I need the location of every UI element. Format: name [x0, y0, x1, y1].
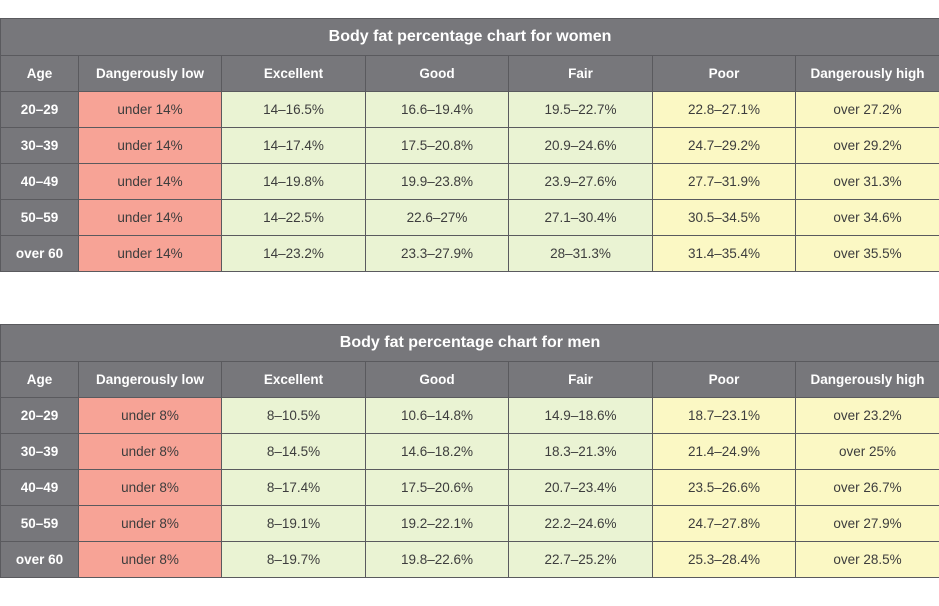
- age-cell: 30–39: [0, 433, 79, 470]
- table-cell: 24.7–27.8%: [652, 505, 796, 542]
- column-header-excellent: Excellent: [221, 55, 366, 92]
- age-cell: 20–29: [0, 397, 79, 434]
- table-cell: over 31.3%: [795, 163, 939, 200]
- column-header-excellent: Excellent: [221, 361, 366, 398]
- table-cell: 18.7–23.1%: [652, 397, 796, 434]
- column-header-dangerously-high: Dangerously high: [795, 55, 939, 92]
- table-cell: 14–22.5%: [221, 199, 366, 236]
- table-cell: 22.8–27.1%: [652, 91, 796, 128]
- table-cell: under 14%: [78, 199, 222, 236]
- table-cell: under 14%: [78, 235, 222, 272]
- table-cell: 23.3–27.9%: [365, 235, 509, 272]
- column-header-good: Good: [365, 55, 509, 92]
- table-cell: 8–14.5%: [221, 433, 366, 470]
- table-cell: under 8%: [78, 541, 222, 578]
- women-body-fat-table: Body fat percentage chart for women Age …: [0, 18, 939, 272]
- table-cell: under 8%: [78, 469, 222, 506]
- table-cell: 8–19.1%: [221, 505, 366, 542]
- table-cell: under 8%: [78, 505, 222, 542]
- table-cell: over 25%: [794, 433, 939, 470]
- table-cell: over 29.2%: [795, 127, 939, 164]
- column-header-fair: Fair: [508, 361, 653, 398]
- column-header-dangerously-low: Dangerously low: [78, 55, 222, 92]
- table-cell: 19.8–22.6%: [365, 541, 509, 578]
- table-cell: under 14%: [78, 127, 222, 164]
- table-cell: under 14%: [78, 91, 222, 128]
- table-cell: 14.6–18.2%: [365, 433, 509, 470]
- table-cell: 10.6–14.8%: [365, 397, 509, 434]
- age-cell: 50–59: [0, 199, 79, 236]
- column-header-age: Age: [0, 361, 79, 398]
- age-cell: 30–39: [0, 127, 79, 164]
- table-cell: 23.5–26.6%: [652, 469, 796, 506]
- table-row: 40–49 under 14% 14–19.8% 19.9–23.8% 23.9…: [0, 163, 939, 200]
- table-row: over 60 under 14% 14–23.2% 23.3–27.9% 28…: [0, 235, 939, 272]
- table-cell: 28–31.3%: [508, 235, 653, 272]
- table-cell: 27.7–31.9%: [652, 163, 796, 200]
- table-cell: over 26.7%: [794, 469, 939, 506]
- table-cell: under 8%: [78, 433, 222, 470]
- table-cell: 31.4–35.4%: [652, 235, 796, 272]
- table-cell: 27.1–30.4%: [508, 199, 653, 236]
- table-row: 40–49 under 8% 8–17.4% 17.5–20.6% 20.7–2…: [0, 469, 939, 506]
- table-cell: over 23.2%: [794, 397, 939, 434]
- table-cell: 8–10.5%: [221, 397, 366, 434]
- table-cell: over 28.5%: [794, 541, 939, 578]
- table-cell: 30.5–34.5%: [652, 199, 796, 236]
- table-cell: under 8%: [78, 397, 222, 434]
- table-cell: 22.6–27%: [365, 199, 509, 236]
- age-cell: 40–49: [0, 163, 79, 200]
- table-cell: 17.5–20.8%: [365, 127, 509, 164]
- table-cell: 22.7–25.2%: [508, 541, 653, 578]
- table-cell: 20.9–24.6%: [508, 127, 653, 164]
- table-cell: over 35.5%: [795, 235, 939, 272]
- table-cell: 19.5–22.7%: [508, 91, 653, 128]
- table-row: 30–39 under 14% 14–17.4% 17.5–20.8% 20.9…: [0, 127, 939, 164]
- table-cell: 14–23.2%: [221, 235, 366, 272]
- age-cell: over 60: [0, 235, 79, 272]
- table-cell: 16.6–19.4%: [365, 91, 509, 128]
- table-row: 20–29 under 14% 14–16.5% 16.6–19.4% 19.5…: [0, 91, 939, 128]
- table-cell: 8–19.7%: [221, 541, 366, 578]
- table-cell: 19.2–22.1%: [365, 505, 509, 542]
- table-cell: 23.9–27.6%: [508, 163, 653, 200]
- table-cell: under 14%: [78, 163, 222, 200]
- table-cell: 24.7–29.2%: [652, 127, 796, 164]
- column-header-poor: Poor: [652, 361, 796, 398]
- table-row: 30–39 under 8% 8–14.5% 14.6–18.2% 18.3–2…: [0, 433, 939, 470]
- table-cell: 18.3–21.3%: [508, 433, 653, 470]
- table-cell: over 34.6%: [795, 199, 939, 236]
- age-cell: 50–59: [0, 505, 79, 542]
- table-cell: 21.4–24.9%: [652, 433, 796, 470]
- column-header-age: Age: [0, 55, 79, 92]
- table-cell: 25.3–28.4%: [652, 541, 796, 578]
- table-cell: 14–17.4%: [221, 127, 366, 164]
- table-row: 50–59 under 8% 8–19.1% 19.2–22.1% 22.2–2…: [0, 505, 939, 542]
- table-cell: 22.2–24.6%: [508, 505, 653, 542]
- table-title: Body fat percentage chart for women: [0, 18, 939, 56]
- men-body-fat-table: Body fat percentage chart for men Age Da…: [0, 324, 939, 578]
- table-cell: 20.7–23.4%: [508, 469, 653, 506]
- table-cell: over 27.2%: [795, 91, 939, 128]
- table-row: 20–29 under 8% 8–10.5% 10.6–14.8% 14.9–1…: [0, 397, 939, 434]
- table-cell: 14.9–18.6%: [508, 397, 653, 434]
- table-row: over 60 under 8% 8–19.7% 19.8–22.6% 22.7…: [0, 541, 939, 578]
- column-header-good: Good: [365, 361, 509, 398]
- table-title: Body fat percentage chart for men: [0, 324, 939, 362]
- table-cell: 14–16.5%: [221, 91, 366, 128]
- age-cell: 20–29: [0, 91, 79, 128]
- table-row: 50–59 under 14% 14–22.5% 22.6–27% 27.1–3…: [0, 199, 939, 236]
- column-header-poor: Poor: [652, 55, 796, 92]
- column-header-dangerously-low: Dangerously low: [78, 361, 222, 398]
- age-cell: 40–49: [0, 469, 79, 506]
- age-cell: over 60: [0, 541, 79, 578]
- table-cell: 14–19.8%: [221, 163, 366, 200]
- table-cell: 8–17.4%: [221, 469, 366, 506]
- table-cell: over 27.9%: [794, 505, 939, 542]
- table-cell: 19.9–23.8%: [365, 163, 509, 200]
- column-header-dangerously-high: Dangerously high: [794, 361, 939, 398]
- column-header-fair: Fair: [508, 55, 653, 92]
- table-cell: 17.5–20.6%: [365, 469, 509, 506]
